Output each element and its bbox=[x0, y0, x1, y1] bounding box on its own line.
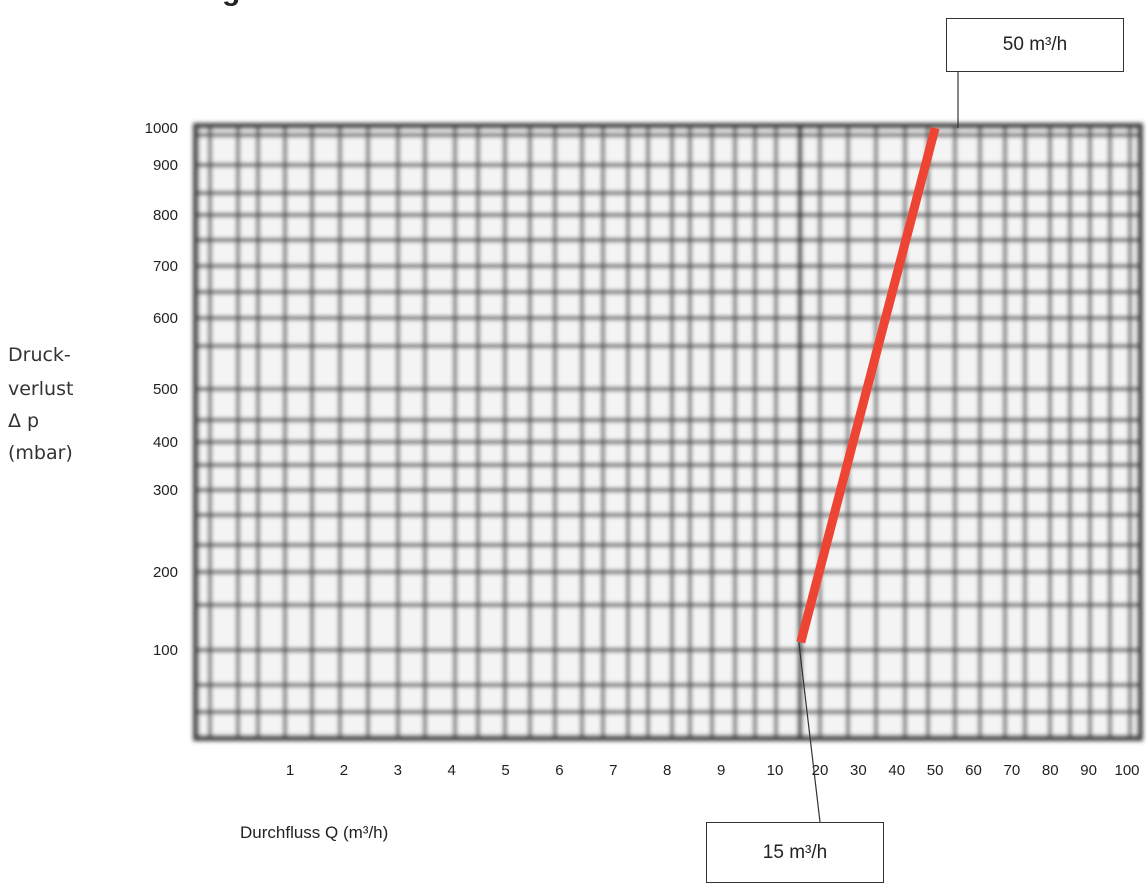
y-axis-label-line: Druck- bbox=[8, 344, 71, 366]
x-tick-label: 50 bbox=[927, 762, 944, 779]
y-axis-label-line: (mbar) bbox=[8, 442, 73, 464]
tick-labels: 1000 900 800 700 600 500 400 300 200 100 1 2 3 4 5 6 7 8 9… bbox=[145, 120, 1140, 779]
grid bbox=[193, 123, 1143, 741]
x-tick-label: 40 bbox=[888, 762, 905, 779]
x-tick-label: 7 bbox=[609, 762, 617, 779]
x-tick-label: 70 bbox=[1004, 762, 1021, 779]
series bbox=[796, 126, 940, 644]
x-tick-label: 60 bbox=[965, 762, 982, 779]
callout-box: 50 m³/h bbox=[946, 18, 1124, 72]
y-tick-label: 700 bbox=[153, 258, 178, 275]
y-axis-label-line: verlust bbox=[8, 378, 74, 400]
x-tick-label: 3 bbox=[394, 762, 402, 779]
y-tick-label: 1000 bbox=[145, 120, 178, 137]
x-tick-label: 6 bbox=[555, 762, 563, 779]
y-tick-label: 600 bbox=[153, 310, 178, 327]
y-tick-label: 200 bbox=[153, 564, 178, 581]
x-tick-label: 2 bbox=[340, 762, 348, 779]
x-tick-label: 1 bbox=[286, 762, 294, 779]
x-tick-label: 9 bbox=[717, 762, 725, 779]
x-tick-label: 8 bbox=[663, 762, 671, 779]
x-tick-label: 30 bbox=[850, 762, 867, 779]
x-tick-label: 100 bbox=[1114, 762, 1139, 779]
y-tick-label: 100 bbox=[153, 642, 178, 659]
y-tick-label: 400 bbox=[153, 434, 178, 451]
x-axis-label: Durchfluss Q (m³/h) bbox=[240, 823, 389, 842]
plot-frame bbox=[193, 123, 1143, 741]
y-tick-label: 800 bbox=[153, 207, 178, 224]
y-axis-label-line: Δ p bbox=[8, 410, 40, 432]
annotation-leaders bbox=[798, 72, 959, 823]
series-line bbox=[796, 126, 940, 644]
x-tick-label: 4 bbox=[447, 762, 455, 779]
y-tick-label: 500 bbox=[153, 381, 178, 398]
x-tick-label: 20 bbox=[812, 762, 829, 779]
header-fragment: g bbox=[222, 0, 240, 8]
callout-box: 15 m³/h bbox=[706, 822, 884, 883]
plot-background bbox=[196, 126, 1140, 738]
y-tick-label: 300 bbox=[153, 482, 178, 499]
y-tick-label: 900 bbox=[153, 157, 178, 174]
x-tick-label: 90 bbox=[1080, 762, 1097, 779]
x-tick-label: 5 bbox=[501, 762, 509, 779]
callout-leader bbox=[798, 642, 821, 823]
x-tick-label: 80 bbox=[1042, 762, 1059, 779]
x-tick-label: 10 bbox=[767, 762, 784, 779]
